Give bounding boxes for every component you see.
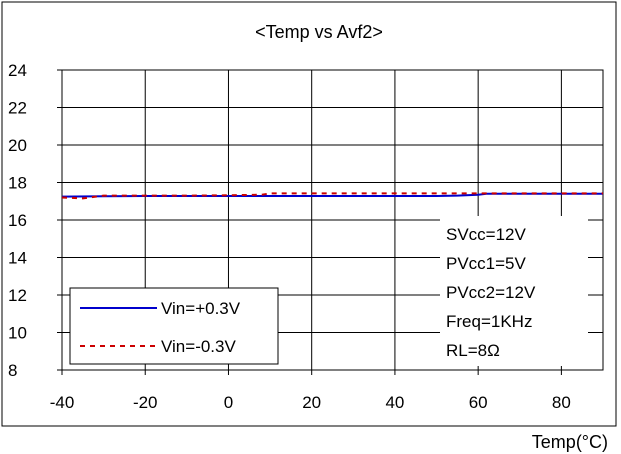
x-tick-label: -20: [133, 393, 158, 412]
y-tick-label: 20: [8, 136, 27, 155]
x-tick-label: 0: [224, 393, 233, 412]
x-axis: -40 -20 0 20 40 60 80: [50, 370, 571, 412]
y-tick-label: 12: [8, 286, 27, 305]
x-tick-label: 80: [552, 393, 571, 412]
condition-annotations: SVcc=12V PVcc1=5V PVcc2=12V Freq=1KHz RL=8Ω: [440, 216, 588, 366]
annotation-line: SVcc=12V: [446, 225, 527, 244]
annotation-line: Freq=1KHz: [446, 312, 532, 331]
x-tick-label: 40: [385, 393, 404, 412]
x-tick-label: 60: [469, 393, 488, 412]
y-tick-label: 24: [8, 61, 27, 80]
legend: Vin=+0.3V Vin=-0.3V: [69, 287, 279, 365]
annotation-background: [440, 216, 588, 366]
annotation-line: RL=8Ω: [446, 341, 500, 360]
legend-label-series-1: Vin=+0.3V: [161, 299, 241, 318]
legend-label-series-2: Vin=-0.3V: [161, 337, 236, 356]
y-tick-label: 14: [8, 249, 27, 268]
y-tick-label: 16: [8, 211, 27, 230]
y-tick-label: 22: [8, 99, 27, 118]
y-tick-label: 18: [8, 174, 27, 193]
y-tick-label: 10: [8, 324, 27, 343]
series-layer: [61, 192, 603, 200]
chart-title: <Temp vs Avf2>: [255, 22, 383, 42]
legend-box: [69, 287, 279, 365]
x-axis-label: Temp(°C): [532, 432, 608, 452]
y-tick-label: 8: [8, 361, 17, 380]
series-line-2: [61, 192, 603, 200]
annotation-line: PVcc1=5V: [446, 254, 527, 273]
x-tick-label: 20: [302, 393, 321, 412]
y-axis: 8 10 12 14 16 18 20 22 24: [8, 61, 62, 380]
annotation-line: PVcc2=12V: [446, 283, 536, 302]
x-tick-label: -40: [50, 393, 75, 412]
